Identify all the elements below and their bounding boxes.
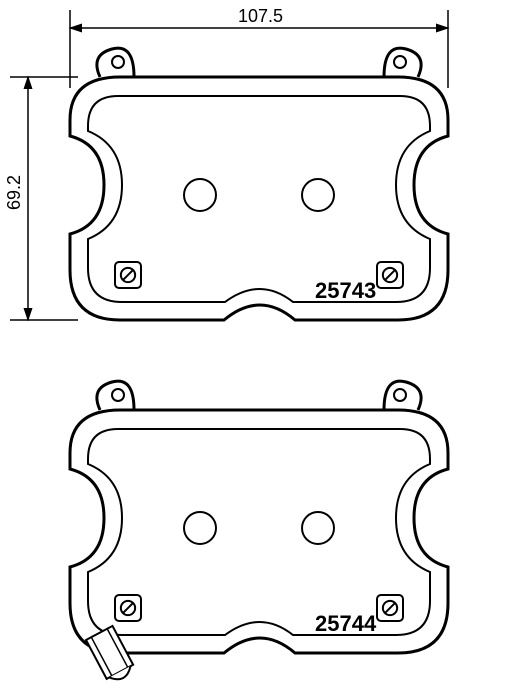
dim-height-label: 69.2 [4, 175, 24, 210]
brake-pad-bottom: 25744 [70, 381, 448, 653]
brake-pad-top: 25743 [70, 48, 448, 320]
brake-pad-top-outline [70, 77, 448, 320]
brake-pad-top-ear-0 [97, 48, 134, 77]
dim-width-label: 107.5 [238, 6, 283, 26]
brake-pad-bottom-ear-1 [384, 381, 421, 410]
brake-pad-bottom-part-no: 25744 [315, 611, 377, 636]
brake-pad-top-ear-1 [384, 48, 421, 77]
technical-drawing: 107.5 69.2 25743 25744 [0, 0, 505, 700]
brake-pad-bottom-outline [70, 410, 448, 653]
brake-pad-bottom-ear-0 [97, 381, 134, 410]
brake-pad-top-part-no: 25743 [315, 278, 376, 303]
